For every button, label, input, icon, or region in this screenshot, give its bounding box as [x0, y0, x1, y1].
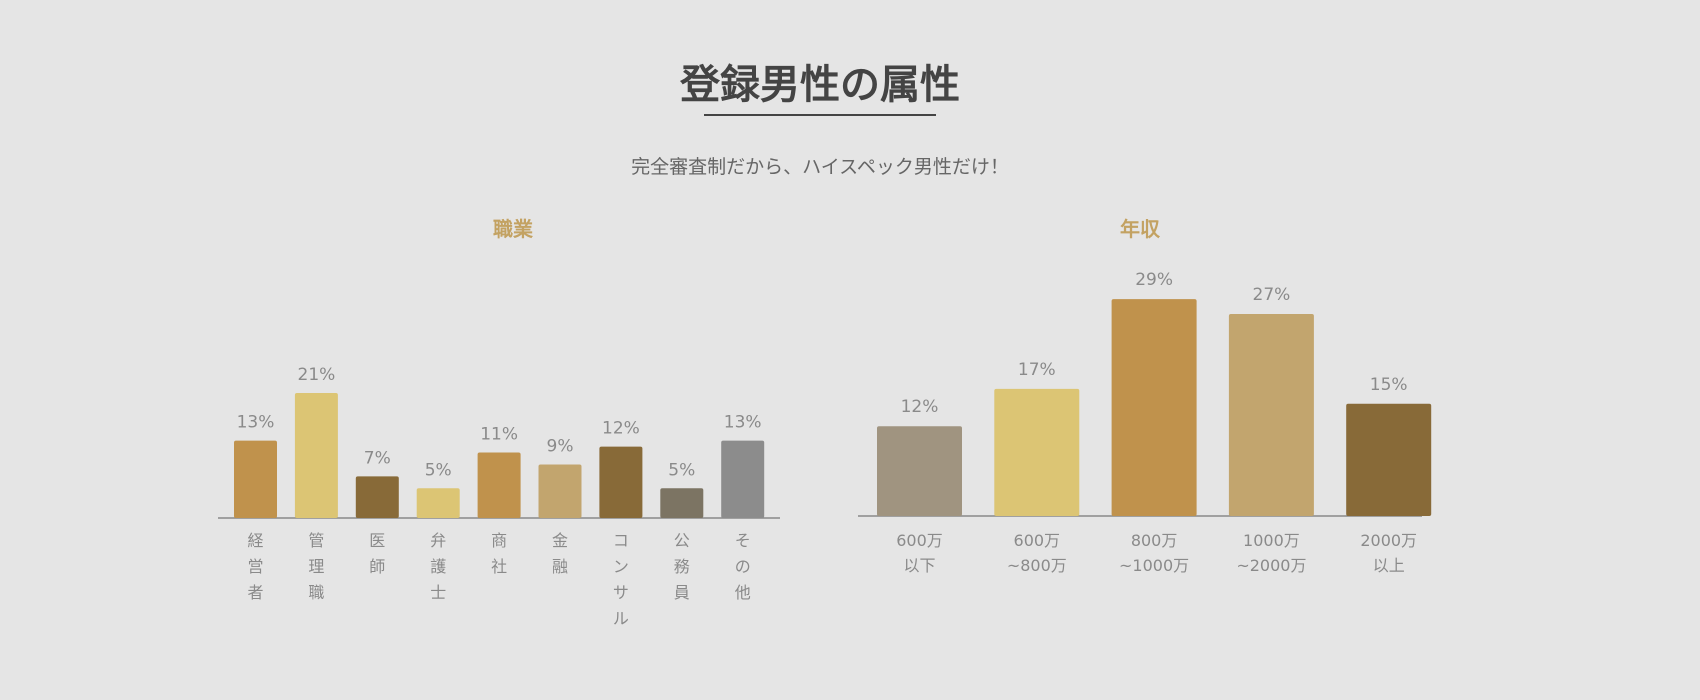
category-label: 以下 [903, 556, 935, 575]
bar [294, 393, 338, 518]
chart-title: 年収 [1120, 217, 1161, 241]
category-label: 務 [674, 557, 690, 576]
data-label: 27% [1253, 285, 1291, 305]
bar [477, 452, 521, 518]
data-label: 29% [1135, 270, 1173, 290]
category-label: 弁 [430, 531, 446, 550]
category-label: ~800万 [1007, 556, 1067, 575]
bar [355, 476, 399, 518]
data-label: 17% [1018, 360, 1056, 380]
data-label: 12% [901, 397, 939, 417]
category-label: 公 [674, 531, 690, 550]
data-label: 15% [1370, 375, 1408, 395]
category-label: 金 [552, 531, 568, 550]
category-label: 経 [247, 531, 263, 550]
category-label: 600万 [896, 531, 943, 550]
page-subtitle: 完全審査制だから、ハイスペック男性だけ！ [631, 156, 1009, 178]
bar [660, 488, 704, 518]
bar [1346, 403, 1432, 516]
data-label: 13% [724, 413, 762, 433]
category-label: 社 [491, 557, 507, 576]
category-label: ~1000万 [1119, 556, 1189, 575]
category-label: 理 [308, 557, 324, 576]
category-label: コ [613, 531, 629, 550]
category-label: 士 [430, 583, 446, 602]
category-label: の [735, 557, 751, 576]
category-label: ~2000万 [1236, 556, 1306, 575]
data-label: 9% [547, 436, 574, 456]
category-label: 600万 [1014, 531, 1061, 550]
category-label: 職 [308, 583, 324, 602]
category-label: そ [735, 531, 751, 550]
bar [599, 446, 643, 518]
data-label: 5% [425, 460, 452, 480]
category-label: 2000万 [1360, 531, 1417, 550]
chart-title: 職業 [493, 217, 534, 241]
bar [234, 440, 277, 518]
category-label: 管 [308, 531, 324, 550]
data-label: 7% [364, 448, 391, 468]
bar [994, 388, 1080, 516]
category-label: ル [613, 609, 629, 628]
category-label: サ [613, 583, 629, 602]
bar [538, 464, 582, 518]
category-label: 800万 [1131, 531, 1178, 550]
category-label: 師 [369, 557, 385, 576]
category-label: 融 [552, 557, 568, 576]
category-label: 以上 [1373, 556, 1405, 575]
bar [1111, 299, 1197, 516]
bar [416, 488, 460, 518]
title-underline [704, 114, 936, 116]
category-label: 他 [735, 583, 751, 602]
category-label: ン [613, 557, 629, 576]
category-label: 護 [430, 557, 446, 576]
category-label: 員 [674, 583, 690, 602]
data-label: 13% [237, 413, 275, 433]
data-label: 12% [602, 419, 640, 439]
category-label: 営 [247, 557, 263, 576]
data-label: 21% [298, 365, 336, 385]
bar [877, 426, 962, 516]
page-title: 登録男性の属性 [680, 62, 960, 108]
category-label: 商 [491, 531, 507, 550]
category-label: 医 [369, 531, 385, 550]
data-label: 11% [480, 425, 518, 445]
data-label: 5% [668, 460, 695, 480]
bar [721, 440, 765, 518]
bar [1228, 314, 1314, 516]
category-label: 者 [247, 583, 263, 602]
category-label: 1000万 [1243, 531, 1300, 550]
